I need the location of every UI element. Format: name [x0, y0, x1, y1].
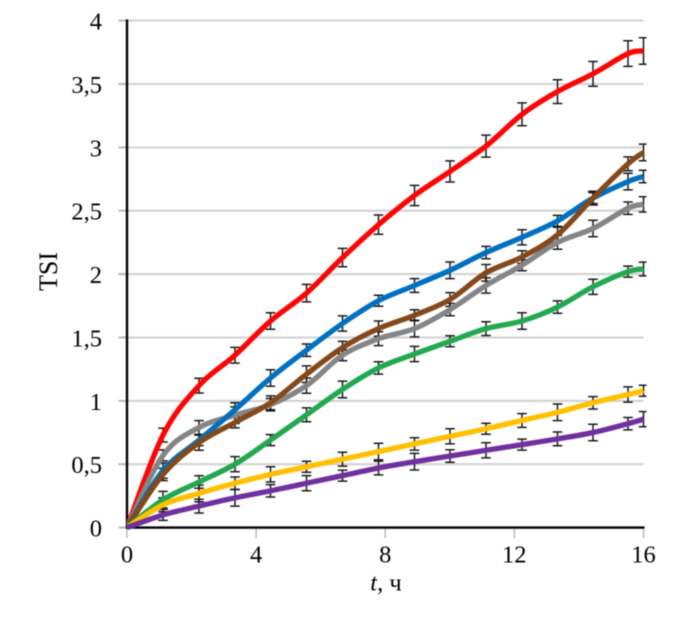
svg-text:16: 16	[631, 542, 656, 569]
svg-text:1,5: 1,5	[71, 326, 102, 353]
svg-text:TSI: TSI	[34, 252, 63, 291]
svg-text:0: 0	[90, 516, 102, 543]
svg-text:12: 12	[502, 542, 527, 569]
svg-text:2,5: 2,5	[71, 199, 102, 226]
svg-text:3,5: 3,5	[71, 72, 102, 99]
svg-text:4: 4	[250, 542, 262, 569]
svg-text:0: 0	[121, 542, 133, 569]
svg-text:4: 4	[90, 9, 102, 36]
svg-text:2: 2	[90, 262, 102, 289]
svg-text:3: 3	[90, 135, 102, 162]
svg-text:0,5: 0,5	[71, 452, 102, 479]
svg-text:8: 8	[379, 542, 391, 569]
svg-text:t, ч: t, ч	[370, 570, 401, 597]
svg-text:1: 1	[90, 389, 102, 416]
